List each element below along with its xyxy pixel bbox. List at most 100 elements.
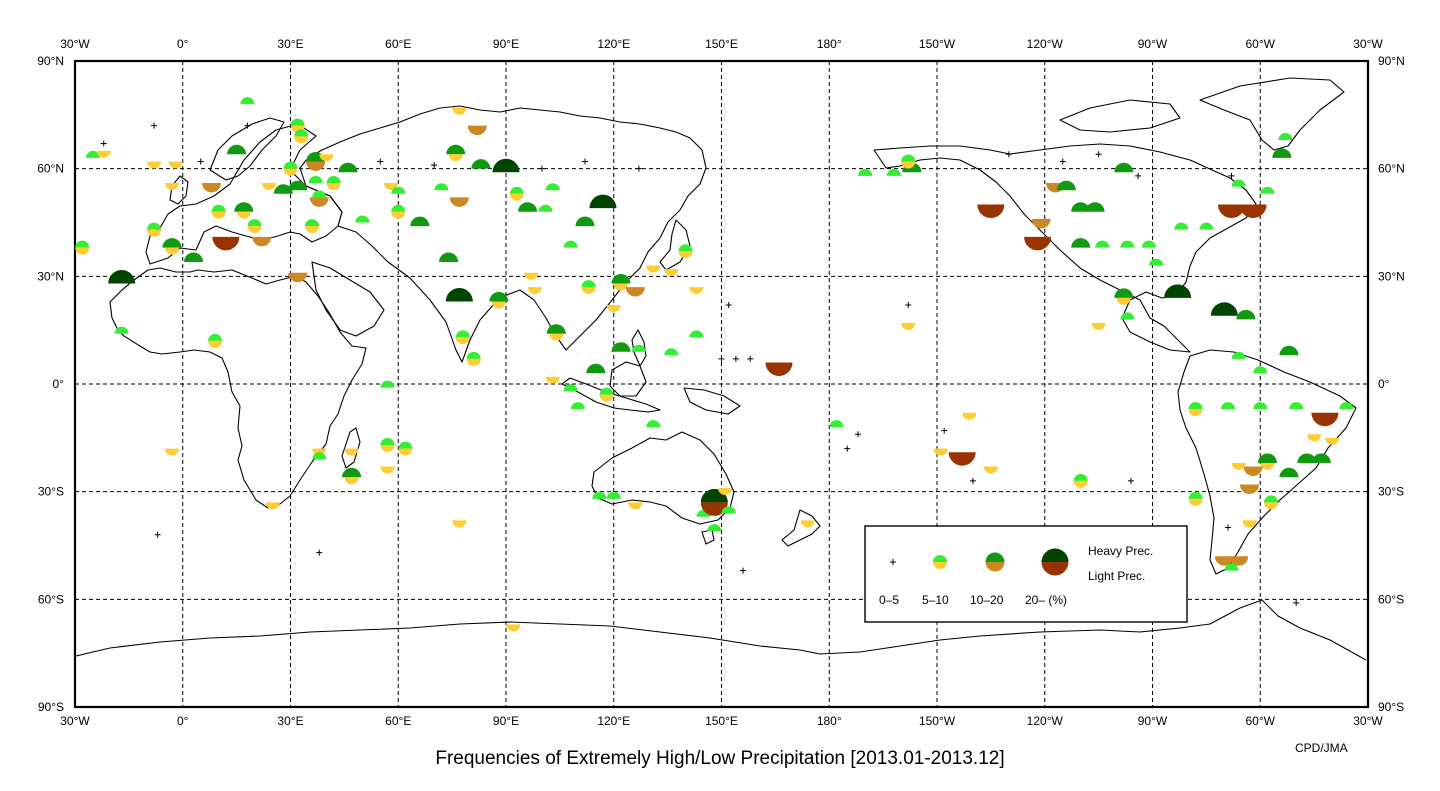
station-marker [164, 183, 179, 191]
new-guinea-outline [683, 387, 741, 415]
legend: Heavy Prec. Light Prec. 0–5 5–10 10–20 2… [864, 525, 1188, 623]
station-marker [962, 412, 977, 420]
station-marker [449, 197, 469, 207]
station-marker [316, 549, 323, 556]
station-marker [489, 291, 509, 309]
longitude-label-top: 180° [817, 37, 842, 51]
station-marker [570, 402, 585, 410]
station-marker [1120, 240, 1135, 248]
station-marker [747, 355, 754, 362]
station-marker [445, 287, 473, 302]
station-marker [380, 466, 395, 474]
station-marker [492, 158, 520, 173]
station-marker [308, 176, 323, 184]
station-marker [288, 180, 308, 191]
station-marker [434, 183, 449, 191]
latitude-label-left: 30°S [38, 485, 64, 499]
station-marker [575, 216, 595, 227]
station-marker [527, 287, 542, 295]
station-marker [933, 448, 948, 456]
station-marker [538, 204, 553, 212]
station-marker [829, 420, 844, 428]
station-marker [1231, 462, 1246, 470]
station-marker [1272, 148, 1292, 158]
station-marker [1231, 179, 1246, 187]
station-marker [431, 162, 438, 169]
station-marker [319, 154, 334, 162]
station-marker [664, 348, 679, 356]
station-marker [1005, 151, 1012, 158]
station-marker [611, 342, 631, 352]
britain-outline [169, 175, 189, 205]
legend-class-0: 0–5 [879, 593, 899, 607]
station-marker [1278, 132, 1293, 140]
station-marker [75, 240, 90, 255]
station-marker [1135, 172, 1142, 179]
station-marker [344, 448, 359, 456]
station-marker [154, 531, 161, 538]
station-marker [546, 324, 566, 341]
station-marker [326, 176, 341, 191]
station-marker [1311, 412, 1339, 427]
station-marker [721, 506, 736, 514]
station-marker [147, 161, 162, 169]
station-marker [854, 431, 861, 438]
latitude-label-left: 0° [53, 377, 65, 391]
station-marker [582, 158, 589, 165]
station-marker [377, 158, 384, 165]
asia-outline [299, 105, 707, 363]
map-title: Frequencies of Extremely High/Low Precip… [435, 748, 1005, 769]
new-zealand-outline [781, 509, 821, 547]
station-marker [261, 183, 276, 191]
station-marker [283, 161, 298, 176]
longitude-label-bottom: 30°E [277, 714, 303, 728]
station-marker [1114, 162, 1134, 173]
station-marker [1228, 172, 1235, 179]
longitude-label-bottom: 120°E [597, 714, 630, 728]
legend-class-1: 5–10 [922, 593, 949, 607]
station-marker [455, 330, 470, 345]
station-marker [901, 322, 916, 330]
antarctica-outline [75, 599, 1367, 661]
legend-box [864, 525, 1188, 623]
station-marker [247, 219, 262, 234]
station-marker [518, 202, 538, 212]
station-marker [732, 355, 739, 362]
longitude-label-bottom: 150°E [705, 714, 738, 728]
station-marker [1325, 437, 1340, 445]
station-marker [1188, 402, 1203, 417]
station-marker [410, 216, 430, 227]
station-marker [1095, 240, 1110, 248]
station-marker [606, 305, 621, 313]
station-marker [380, 380, 395, 388]
station-marker [1224, 524, 1231, 531]
scandinavia-outline [209, 117, 285, 181]
station-marker [100, 140, 107, 147]
legend-symbol-class-1 [933, 555, 947, 569]
station-marker [1073, 473, 1088, 488]
station-marker [234, 202, 254, 219]
station-marker [305, 219, 320, 234]
station-marker [1220, 402, 1235, 410]
legend-symbols [890, 548, 1069, 576]
station-marker [1127, 477, 1134, 484]
station-marker [718, 355, 725, 362]
latitude-label-right: 30°N [1378, 269, 1405, 283]
station-marker [380, 438, 395, 453]
longitude-label-top: 30°W [1353, 37, 1383, 51]
station-marker [1149, 258, 1164, 266]
philippines-outline [631, 329, 647, 367]
longitude-label-bottom: 150°W [919, 714, 956, 728]
station-marker [1264, 495, 1279, 510]
station-marker [471, 159, 491, 169]
station-marker [1114, 288, 1134, 305]
station-marker [244, 122, 251, 129]
station-marker [506, 624, 521, 632]
latitude-label-right: 60°N [1378, 162, 1405, 176]
station-marker [294, 129, 309, 144]
longitude-label-top: 120°W [1027, 37, 1064, 51]
station-marker [1071, 238, 1091, 248]
station-marker [1293, 599, 1300, 606]
station-marker [1239, 204, 1267, 219]
